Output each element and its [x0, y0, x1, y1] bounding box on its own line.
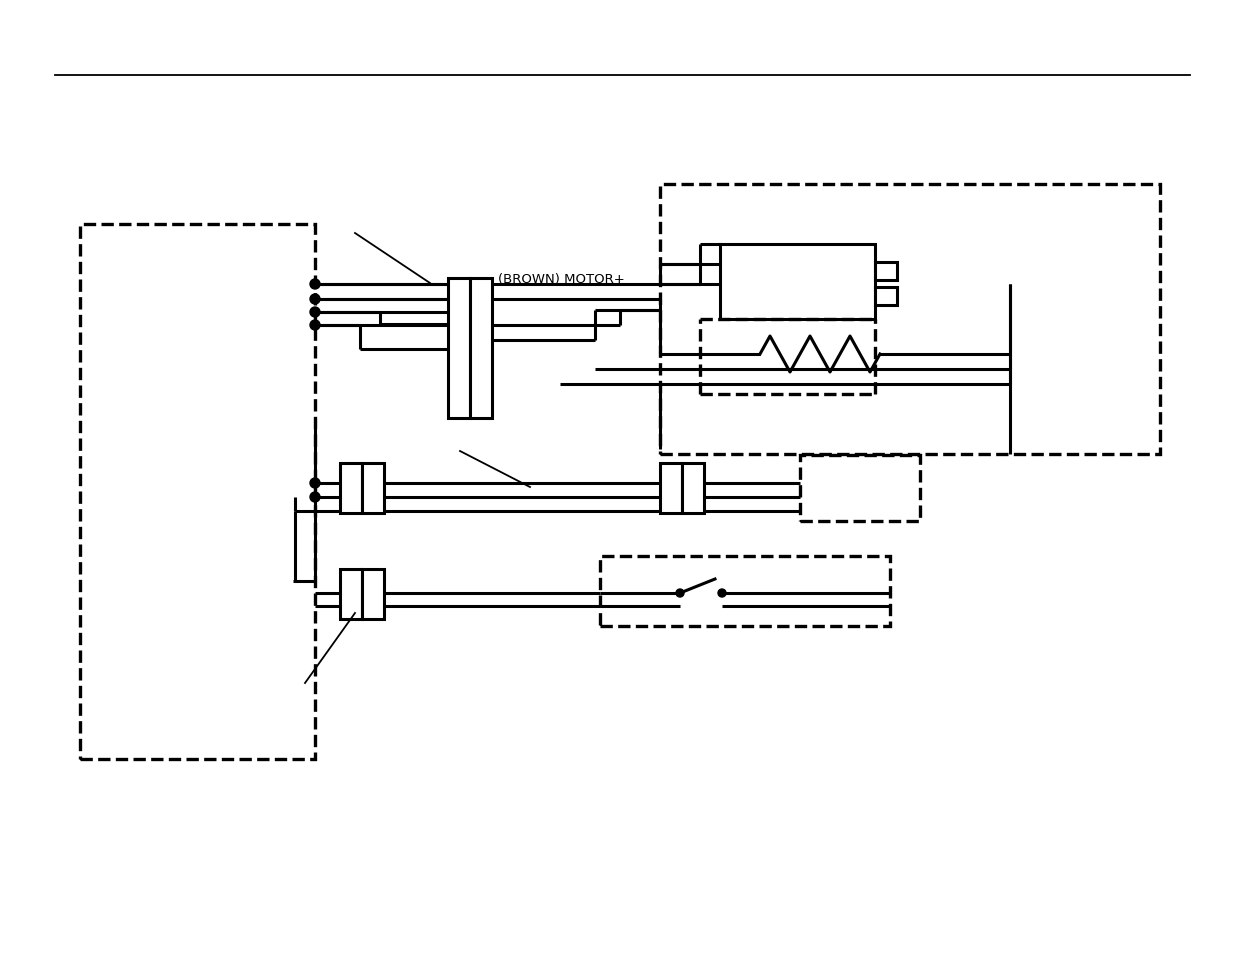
Text: (BROWN) MOTOR+: (BROWN) MOTOR+ [498, 273, 625, 285]
Bar [876, 288, 897, 306]
Circle shape [310, 294, 320, 305]
Bar [80, 225, 315, 760]
Circle shape [310, 478, 320, 489]
Circle shape [310, 493, 320, 502]
Circle shape [310, 308, 320, 317]
Circle shape [310, 320, 320, 331]
Bar [340, 569, 362, 619]
Bar [471, 278, 492, 418]
Circle shape [676, 589, 684, 598]
Bar [362, 463, 384, 514]
Bar [659, 185, 1160, 455]
Bar [876, 263, 897, 281]
Bar [340, 463, 362, 514]
Bar [720, 245, 876, 319]
Circle shape [310, 280, 320, 290]
Bar [448, 278, 471, 418]
Bar [659, 463, 682, 514]
Bar [682, 463, 704, 514]
Bar [362, 569, 384, 619]
Bar [800, 456, 920, 521]
Circle shape [718, 589, 726, 598]
Bar [600, 557, 890, 626]
